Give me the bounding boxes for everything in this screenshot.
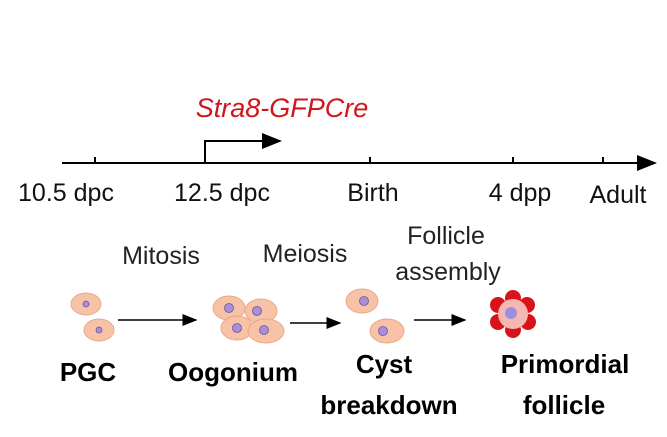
stage-label: breakdown — [320, 390, 457, 420]
process-label: assembly — [395, 258, 501, 286]
process-label: Mitosis — [122, 242, 200, 270]
timeline-label: Adult — [590, 181, 647, 209]
stage-label: Primordial — [501, 349, 630, 379]
oogonium-cells — [212, 295, 285, 344]
pgc-cells — [70, 292, 115, 342]
stage-label: Oogonium — [168, 357, 298, 387]
title: Stra8-GFPCre — [196, 93, 369, 123]
timeline-label: 12.5 dpc — [174, 179, 270, 207]
timeline-ticks — [94, 157, 604, 163]
stage-label: PGC — [60, 357, 117, 387]
timeline-label: 10.5 dpc — [18, 179, 114, 207]
timeline-label: 4 dpp — [489, 179, 552, 207]
stage-label: Cyst — [356, 349, 413, 379]
stage-label: follicle — [523, 390, 605, 420]
promoter-arrow — [204, 133, 282, 163]
process-label: Meiosis — [263, 240, 348, 268]
process-label: Follicle — [407, 222, 485, 250]
cyst-cells — [345, 288, 405, 344]
timeline-label: Birth — [347, 179, 398, 207]
primordial-follicle — [490, 290, 536, 338]
